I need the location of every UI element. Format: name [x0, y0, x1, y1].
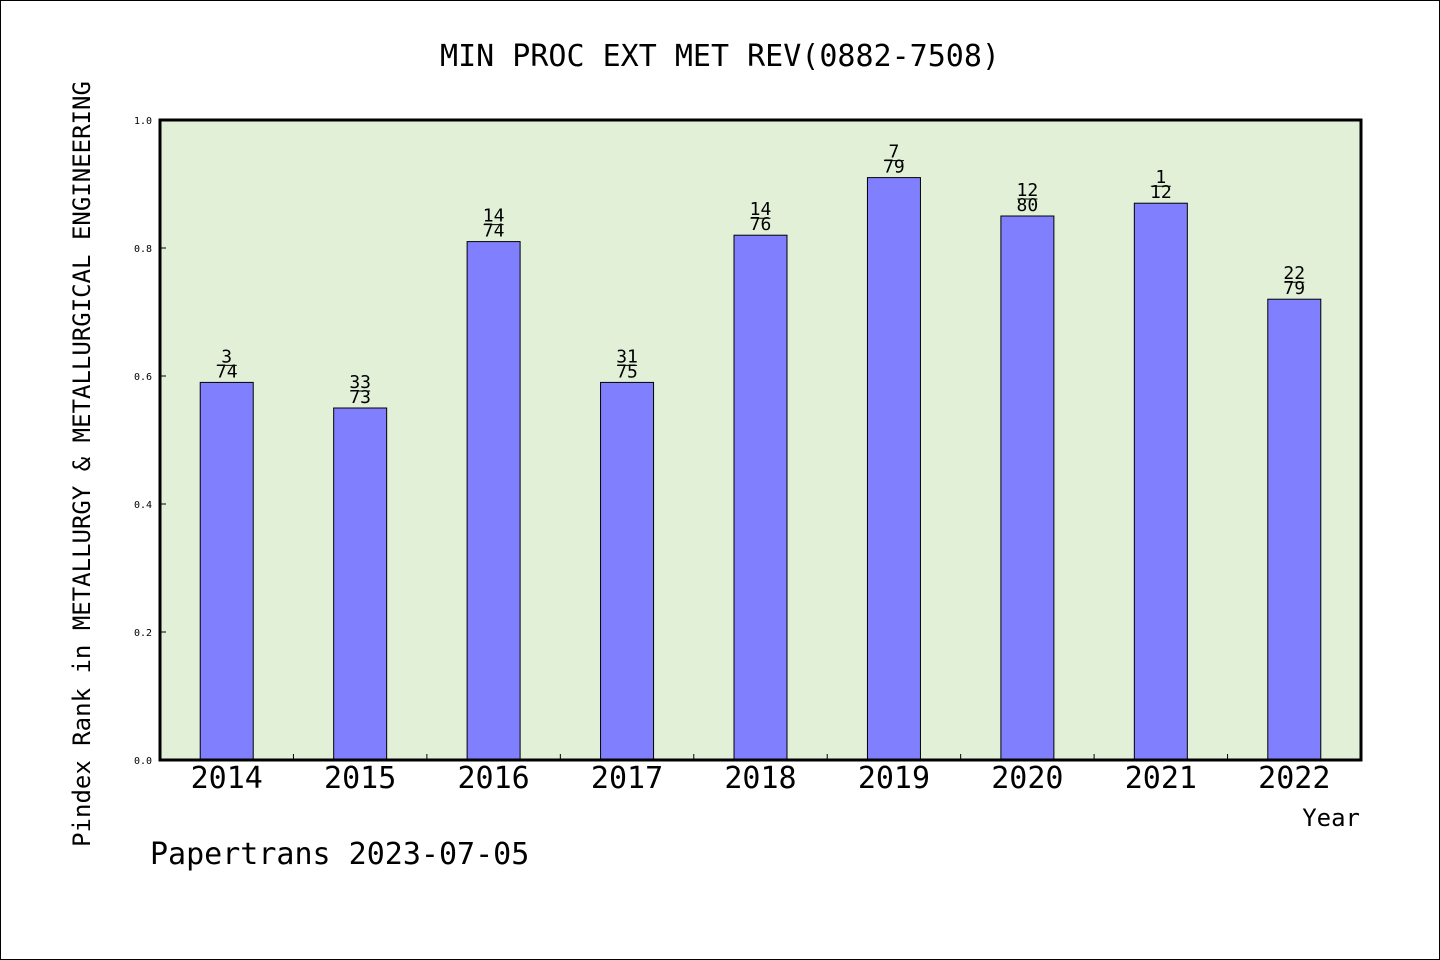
bar	[333, 407, 388, 761]
bar-total-label: 79	[1283, 278, 1305, 299]
x-tick-label: 2021	[1125, 761, 1197, 796]
y-tick-label: 0.2	[134, 628, 152, 639]
x-tick-label: 2014	[191, 761, 263, 796]
footer-text: Papertrans 2023-07-05	[150, 837, 529, 872]
bar-total-label: 80	[1017, 195, 1039, 216]
bar-total-label: 75	[616, 361, 638, 382]
bar-rank-label: 1	[1155, 167, 1166, 188]
x-tick-label: 2017	[591, 761, 663, 796]
x-tick-label: 2019	[858, 761, 930, 796]
bar-total-label: 12	[1150, 182, 1172, 203]
bar	[866, 177, 921, 761]
bar-total-label: 74	[483, 221, 505, 242]
bar-rank-label: 33	[349, 372, 371, 393]
bar	[466, 241, 521, 761]
x-tick-label: 2022	[1258, 761, 1330, 796]
x-tick-label: 2016	[457, 761, 529, 796]
bar-rank-label: 31	[616, 346, 638, 367]
x-tick-label: 2015	[324, 761, 396, 796]
y-tick-label: 0.6	[134, 372, 152, 383]
bar-rank-label: 3	[221, 346, 232, 367]
bar-total-label: 76	[750, 214, 772, 235]
bar-total-label: 79	[883, 157, 905, 178]
y-tick-label: 0.8	[134, 244, 152, 255]
chart-title: MIN PROC EXT MET REV(0882-7508)	[440, 39, 1000, 74]
bar-rank-label: 7	[889, 142, 900, 163]
bar-rank-label: 22	[1283, 263, 1305, 284]
bar-rank-label: 14	[483, 206, 505, 227]
x-tick-label: 2020	[991, 761, 1063, 796]
bar	[1267, 298, 1322, 761]
x-axis-label: Year	[1302, 804, 1360, 832]
bar	[733, 234, 788, 761]
y-tick-label: 1.0	[134, 116, 152, 127]
bar-total-label: 73	[349, 387, 371, 408]
x-tick-label: 2018	[724, 761, 796, 796]
bar	[1000, 215, 1055, 761]
bar	[199, 381, 254, 761]
bar-rank-label: 14	[750, 199, 772, 220]
bar	[1133, 202, 1188, 761]
y-tick-label: 0.4	[134, 500, 152, 511]
x-axis: 2014 2015 2016 2017 2018 2019 2020 2021 2022	[191, 754, 1330, 796]
bar	[600, 381, 655, 761]
y-tick-label: 0.0	[134, 756, 152, 767]
y-axis-label: Pindex Rank in METALLURGY & METALLURGICA…	[68, 81, 96, 847]
plot-border	[158, 118, 1363, 762]
bar-total-label: 74	[216, 361, 238, 382]
bar-rank-label: 12	[1017, 180, 1039, 201]
